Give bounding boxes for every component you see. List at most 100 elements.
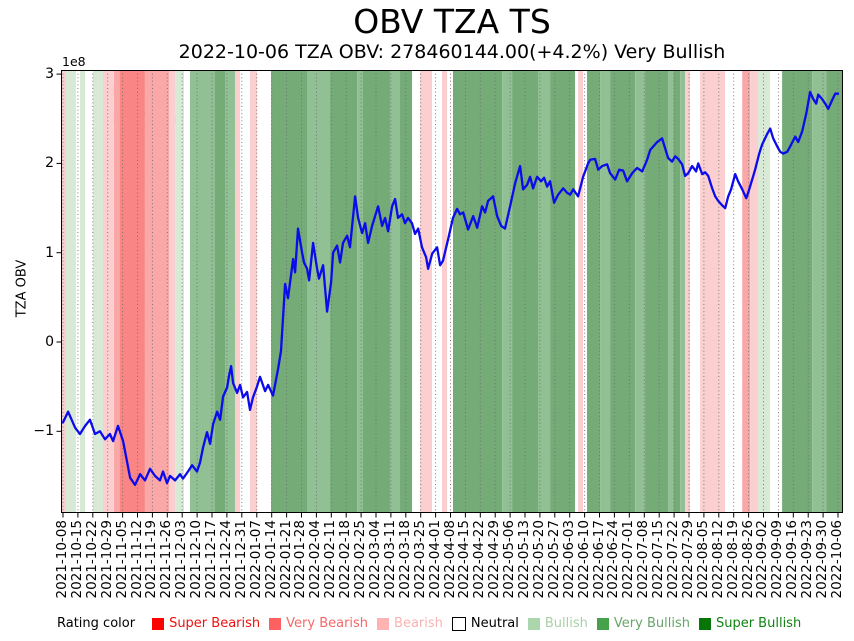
rating-band-very_bullish <box>645 70 669 513</box>
x-tick-label: 2022-08-19 <box>724 520 741 599</box>
x-tick-label: 2021-10-15 <box>68 520 85 599</box>
x-tick-label: 2022-09-23 <box>799 520 816 599</box>
rating-band-very_bullish <box>673 70 681 513</box>
obv-line <box>61 90 840 487</box>
rating-band-neutral <box>575 70 579 513</box>
rating-band-neutral <box>85 70 93 513</box>
legend-item-bearish: Bearish <box>377 616 443 631</box>
x-tick-label: 2022-07-22 <box>665 520 682 599</box>
rating-band-neutral <box>240 70 251 513</box>
rating-band-very_bullish <box>330 70 358 513</box>
rating-band-very_bullish_light <box>812 70 827 513</box>
rating-band-very_bullish <box>550 70 576 513</box>
legend-item-very-bullish: Very Bullish <box>596 616 690 631</box>
legend-item-bullish: Bullish <box>527 616 588 631</box>
rating-legend: Rating color Super Bearish Very Bearish Be… <box>57 616 801 631</box>
x-tick-label: 2022-05-27 <box>545 520 562 599</box>
rating-band-bearish <box>250 70 257 513</box>
rating-band-very_bearish <box>114 70 120 513</box>
legend-swatch-icon <box>152 617 165 630</box>
y-tick-label: 2 <box>45 155 54 172</box>
rating-band-bearish <box>235 70 241 513</box>
legend-item-neutral: Neutral <box>451 616 519 631</box>
rating-band-very_bullish_light <box>502 70 513 513</box>
x-tick-label: 2022-07-15 <box>650 520 667 599</box>
x-tick-label: 2021-10-22 <box>83 520 100 599</box>
rating-band-neutral <box>432 70 442 513</box>
rating-band-very_bullish <box>400 70 413 513</box>
y-tick-label: 3 <box>45 66 54 83</box>
x-tick-label: 2021-12-10 <box>188 520 205 599</box>
legend-swatch-icon <box>698 617 711 630</box>
rating-band-very_bullish <box>610 70 636 513</box>
rating-band-very_bearish <box>145 70 169 513</box>
x-tick-label: 2022-07-29 <box>679 520 696 599</box>
x-tick-label: 2022-09-30 <box>814 520 831 599</box>
rating-band-bearish <box>578 70 584 513</box>
x-tick-label: 2022-05-20 <box>530 520 547 599</box>
rating-band-neutral <box>725 70 743 513</box>
rating-band-very_bullish_light <box>357 70 364 513</box>
x-tick-label: 2022-03-18 <box>396 520 413 599</box>
rating-band-super_bearish <box>119 70 145 513</box>
legend-title: Rating color <box>57 616 136 631</box>
rating-band-bearish <box>102 70 114 513</box>
rating-band-very_bullish_light <box>600 70 611 513</box>
x-tick-label: 2022-02-18 <box>337 520 354 599</box>
x-tick-label: 2022-01-07 <box>247 520 264 599</box>
x-tick-label: 2022-08-12 <box>709 520 726 599</box>
legend-label: Very Bullish <box>613 616 690 631</box>
rating-band-neutral <box>770 70 783 513</box>
rating-band-bullish <box>66 70 76 513</box>
legend-label: Very Bearish <box>286 616 369 631</box>
rating-band-neutral <box>76 70 80 513</box>
rating-band-very_bullish <box>363 70 390 513</box>
x-tick-label: 2021-12-31 <box>232 520 249 599</box>
y-axis-multiplier: 1e8 <box>62 54 86 69</box>
rating-band-neutral <box>257 70 271 513</box>
x-tick-label: 2021-10-08 <box>54 520 70 599</box>
x-tick-label: 2022-10-06 <box>829 520 845 599</box>
rating-band-bearish <box>61 70 66 513</box>
x-tick-label: 2022-03-25 <box>411 520 428 599</box>
rating-band-bearish <box>442 70 448 513</box>
x-tick-label: 2022-04-01 <box>426 520 443 599</box>
page-title: OBV TZA TS <box>353 2 551 41</box>
legend-label: Bullish <box>544 616 588 631</box>
x-tick-label: 2021-12-24 <box>217 520 234 599</box>
y-tick-label: 1 <box>45 244 54 261</box>
legend-swatch-icon <box>596 617 609 630</box>
rating-band-very_bullish <box>512 70 538 513</box>
rating-band-bearish <box>700 70 726 513</box>
legend-swatch-icon <box>451 616 466 631</box>
x-tick-label: 2021-12-17 <box>203 520 220 599</box>
rating-band-very_bullish_light <box>538 70 551 513</box>
rating-band-bullish <box>80 70 86 513</box>
rating-band-neutral <box>583 70 587 513</box>
x-tick-label: 2022-05-06 <box>501 520 518 599</box>
y-tick-label: 0 <box>45 334 54 350</box>
legend-label: Super Bearish <box>169 616 261 631</box>
legend-label: Neutral <box>470 616 519 631</box>
legend-item-super-bullish: Super Bullish <box>698 616 801 631</box>
rating-band-very_bullish_light <box>390 70 400 513</box>
rating-band-bullish <box>93 70 103 513</box>
legend-swatch-icon <box>269 617 282 630</box>
rating-band-very_bullish <box>826 70 843 513</box>
rating-band-very_bearish <box>742 70 751 513</box>
rating-band-very_bullish_light <box>225 70 235 513</box>
rating-band-bearish <box>685 70 691 513</box>
x-tick-label: 2022-08-05 <box>694 520 711 599</box>
x-tick-label: 2022-06-03 <box>560 520 577 599</box>
legend-label: Bearish <box>394 616 443 631</box>
rating-band-very_bullish <box>782 70 813 513</box>
rating-band-very_bullish <box>215 70 225 513</box>
rating-band-very_bullish_light <box>307 70 331 513</box>
rating-band-neutral <box>690 70 701 513</box>
x-tick-label: 2022-03-11 <box>381 520 398 599</box>
chart-subtitle: 2022-10-06 TZA OBV: 278460144.00(+4.2%) … <box>178 41 726 63</box>
legend-item-super-bearish: Super Bearish <box>152 616 260 631</box>
x-tick-label: 2022-04-29 <box>486 520 503 599</box>
y-tick-label: −1 <box>33 423 54 440</box>
